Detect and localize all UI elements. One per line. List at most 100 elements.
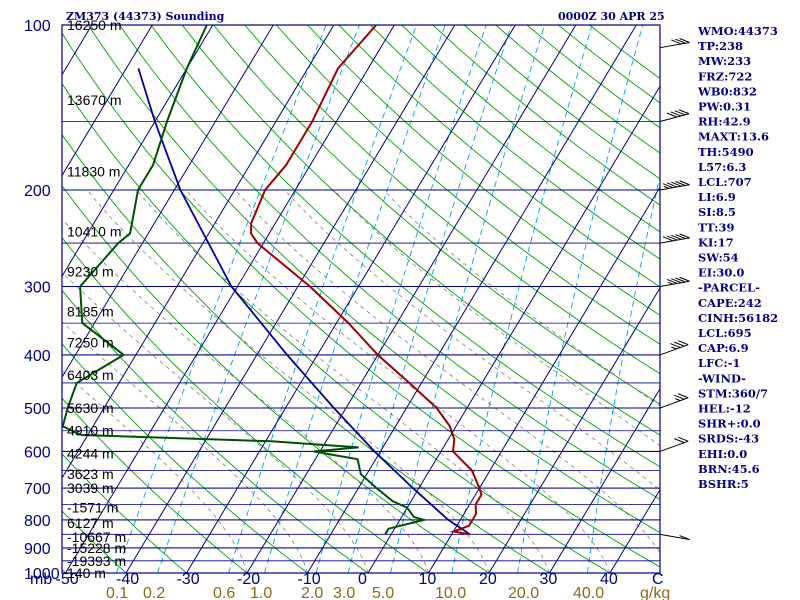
height-label: 4244 m xyxy=(67,445,114,461)
pressure-label: 300 xyxy=(24,279,51,296)
temperature-tick-label: -10 xyxy=(298,571,321,588)
isotherm-line xyxy=(367,85,660,573)
isotherm-line xyxy=(62,25,214,278)
temperature-tick-label: 20 xyxy=(479,571,497,588)
index-item: L57:6.3 xyxy=(698,160,746,174)
height-label: 8185 m xyxy=(67,303,114,319)
mixing-ratio-label: 3.0 xyxy=(333,585,355,600)
wind-barb xyxy=(659,38,690,49)
index-item: WB0:832 xyxy=(697,84,757,98)
isotherm-line xyxy=(62,25,274,379)
index-item: FRZ:722 xyxy=(698,69,752,83)
temperature-tick-label: -20 xyxy=(237,571,260,588)
mixing-ratio-label: 2.0 xyxy=(301,585,323,600)
index-item: -WIND- xyxy=(698,371,746,385)
height-label: 16250 m xyxy=(67,17,121,33)
index-item: HEL:-12 xyxy=(698,402,751,416)
height-label: 140 m xyxy=(67,565,106,581)
height-label: 7250 m xyxy=(67,335,114,351)
height-label: 6127 m xyxy=(67,515,114,531)
isotherm-line xyxy=(62,25,335,479)
index-item: EI:30.0 xyxy=(698,266,744,280)
height-label: -10667 m xyxy=(67,529,126,545)
mixing-ratio-label: 0.1 xyxy=(106,585,128,600)
isotherm-line xyxy=(488,287,660,573)
isotherm-line xyxy=(62,25,153,177)
isotherm-line xyxy=(125,25,456,573)
temperature-tick-label: 30 xyxy=(540,571,558,588)
chart-title: ZM373 (44373) Sounding xyxy=(66,10,225,23)
isotherm-line xyxy=(307,25,637,573)
temperature-tick-label: 0 xyxy=(358,571,367,588)
index-item: LCL:707 xyxy=(698,175,752,189)
plot-frame xyxy=(61,24,661,574)
index-item: -PARCEL- xyxy=(698,281,760,295)
index-item: CAPE:242 xyxy=(698,296,762,310)
isotherm-line xyxy=(65,25,395,573)
index-item: SRDS:-43 xyxy=(698,432,759,446)
mixing-ratio-label: 0.6 xyxy=(213,585,235,600)
height-label: 5630 m xyxy=(67,400,114,416)
index-item: BRN:45.6 xyxy=(698,462,760,476)
index-item: PW:0.31 xyxy=(698,100,751,114)
index-item: BSHR:5 xyxy=(698,477,749,491)
wind-barb xyxy=(659,393,689,409)
mixing-ratio-label: 40.0 xyxy=(573,585,604,600)
pressure-label: 500 xyxy=(24,401,51,418)
index-item: EHI:0.0 xyxy=(698,447,747,461)
index-item: TP:238 xyxy=(698,39,743,53)
index-item: CINH:56182 xyxy=(698,311,778,325)
height-label: 11830 m xyxy=(67,163,120,179)
height-label: 10410 m xyxy=(67,223,121,239)
height-label: 3623 m xyxy=(67,466,114,482)
index-item: STM:360/7 xyxy=(698,386,768,400)
index-item: CAP:6.9 xyxy=(698,341,749,355)
pressure-unit-label: mb xyxy=(30,571,52,588)
temperature-unit-label: C xyxy=(652,571,664,588)
height-label: 13670 m xyxy=(67,92,121,108)
mixing-ratio-label: 10.0 xyxy=(435,585,466,600)
parcel-trace xyxy=(137,68,471,536)
moist-adiabat xyxy=(87,189,490,573)
isotherm-line xyxy=(246,25,577,573)
mixing-ratio-label: 5.0 xyxy=(372,585,394,600)
pressure-label: 700 xyxy=(24,481,51,498)
temperature-tick-label: -50 xyxy=(56,571,79,588)
mixing-ratio-label: 1.0 xyxy=(250,585,272,600)
wind-barb xyxy=(659,233,690,244)
height-label: 3039 m xyxy=(67,480,114,496)
height-label: 4910 m xyxy=(67,423,114,439)
index-item: SW:54 xyxy=(698,251,739,265)
temperature-tick-label: -30 xyxy=(177,571,200,588)
index-item: KI:17 xyxy=(698,235,734,249)
wind-barb xyxy=(659,436,689,452)
wind-barb xyxy=(659,276,690,287)
wind-barb xyxy=(659,340,689,356)
index-item: RH:42.9 xyxy=(698,115,751,129)
height-label: 6403 m xyxy=(67,367,114,383)
pressure-label: 900 xyxy=(24,541,51,558)
pressure-label: 600 xyxy=(24,444,51,461)
isotherm-line xyxy=(549,387,660,573)
height-label: -1571 m xyxy=(67,500,118,516)
mixing-ratio-label: 20.0 xyxy=(508,585,539,600)
chart-timestamp: 0000Z 30 APR 25 xyxy=(558,10,665,23)
isotherm-line xyxy=(428,186,660,573)
mixing-ratio-unit-label: g/kg xyxy=(640,585,670,600)
mixing-ratio-label: 0.2 xyxy=(143,585,165,600)
height-label: -19393 m xyxy=(67,553,126,569)
index-item: LFC:-1 xyxy=(698,356,740,370)
wind-barb xyxy=(659,180,690,191)
height-label: -15228 m xyxy=(67,540,126,556)
index-item: MAXT:13.6 xyxy=(698,130,769,144)
temperature-tick-label: 40 xyxy=(600,571,618,588)
wind-barb xyxy=(659,533,690,541)
pressure-label: 400 xyxy=(24,348,51,365)
isotherm-line xyxy=(186,25,516,573)
temperature-trace xyxy=(250,25,483,536)
pressure-label: 1000 xyxy=(24,566,60,583)
temperature-tick-label: 10 xyxy=(419,571,437,588)
index-item: TT:39 xyxy=(698,220,735,234)
